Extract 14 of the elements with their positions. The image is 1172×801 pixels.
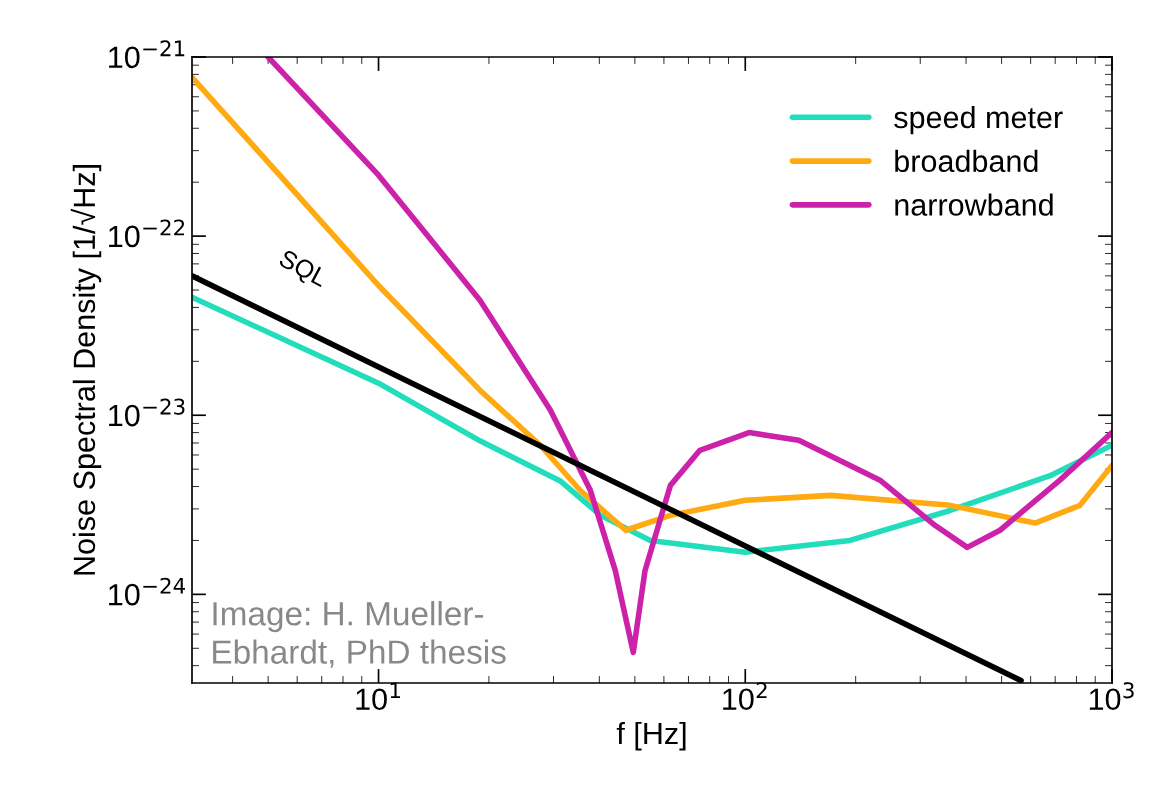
- legend-label: broadband: [895, 149, 1038, 173]
- y-axis-title: Noise Spectral Density [1/√Hz]: [70, 165, 102, 575]
- legend-label: narrowband: [895, 193, 1053, 216]
- annotation: SQL: [276, 248, 329, 292]
- y-tick-label: 10$^{−24}$: [109, 577, 185, 606]
- annotation: Image: H. Mueller- Ebhardt, PhD thesis: [213, 601, 506, 668]
- x-tick-label: 10$^{1}$: [356, 682, 400, 711]
- x-tick-label: 10$^{2}$: [723, 682, 767, 711]
- y-tick-label: 10$^{−23}$: [109, 398, 185, 427]
- x-tick-label: 10$^{3}$: [1089, 682, 1134, 711]
- legend-label: speed meter: [894, 105, 1063, 135]
- y-tick-label: 10$^{−21}$: [109, 40, 185, 69]
- x-axis-title: f [Hz]: [616, 721, 686, 751]
- y-tick-label: 10$^{−22}$: [109, 219, 185, 248]
